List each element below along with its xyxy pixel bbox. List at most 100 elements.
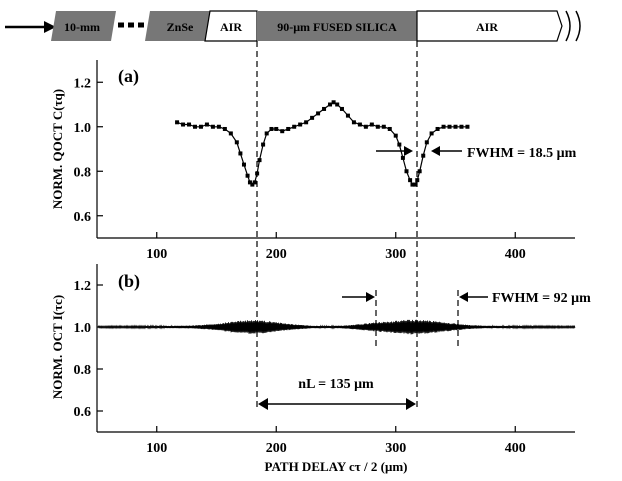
panel-b-interferogram xyxy=(97,319,576,335)
panel-a-data-point xyxy=(269,126,274,131)
panel-a-data-point xyxy=(404,169,409,174)
panel-a-ytick-label: 0.8 xyxy=(74,165,92,180)
panel-b-ticks: 100 200 300 400 0.6 0.8 1.0 1.2 xyxy=(74,279,526,456)
panel-a-ytick-label: 1.2 xyxy=(74,76,92,91)
segment-fused-silica xyxy=(257,11,417,41)
panel-a-data-point xyxy=(252,180,257,185)
panel-b-fwhm-markers xyxy=(342,290,488,350)
panel-a-data-point xyxy=(345,113,350,118)
panel-a-data-point xyxy=(393,133,398,138)
panel-b: 100 200 300 400 0.6 0.8 1.0 1.2 (b) NORM. OCT I… xyxy=(50,264,591,456)
panel-a-data-point xyxy=(387,126,392,131)
panel-a-data-point xyxy=(421,153,426,158)
panel-a-ticks: 100 200 300 400 0.6 0.8 1.0 1.2 xyxy=(74,76,526,262)
panel-a-data-point xyxy=(369,122,374,127)
panel-b-label: (b) xyxy=(118,271,140,292)
panel-a-data-point xyxy=(400,155,405,160)
segment-air-2 xyxy=(416,10,563,42)
break-mark xyxy=(565,10,581,42)
panel-b-ytick-label: 0.6 xyxy=(74,405,92,420)
panel-a-data-point xyxy=(363,124,368,129)
panel-a-data-point xyxy=(447,124,452,129)
panel-a-data-point xyxy=(331,100,336,105)
nl-annotation: nL = 135 μm xyxy=(298,377,374,392)
panel-a-data-point xyxy=(234,140,239,145)
panel-a-fwhm-annotation: FWHM = 18.5 μm xyxy=(467,146,577,161)
panel-a-data-point xyxy=(408,178,413,183)
panel-a-data-point xyxy=(187,122,192,127)
panel-a-data-point xyxy=(441,124,446,129)
panel-a-data-point xyxy=(250,182,255,187)
sample-schematic: 10-mm ZnSe AIR 90-μm FUSED SILICA AIR xyxy=(51,10,581,42)
panel-a-data-point xyxy=(453,124,458,129)
panel-a-data-point xyxy=(397,142,402,147)
panel-a-data-point xyxy=(274,126,279,131)
surface-guide-lines xyxy=(256,41,418,410)
panel-a-data-point xyxy=(192,124,197,129)
panel-a-data-point xyxy=(228,131,233,136)
panel-a-data-point xyxy=(292,124,297,129)
panel-a-data-point xyxy=(339,106,344,111)
panel-a-data-point xyxy=(210,124,215,129)
panel-b-data xyxy=(97,319,576,335)
panel-a-data-point xyxy=(241,162,246,167)
panel-a-data-point xyxy=(459,124,464,129)
nl-arrow xyxy=(258,398,416,410)
segment-label-10mm: 10-mm xyxy=(64,20,100,34)
incident-arrow xyxy=(5,21,56,33)
panel-a-data-point xyxy=(357,122,362,127)
panel-a-data-point xyxy=(198,124,203,129)
panel-a-data-point xyxy=(412,182,417,187)
panel-a-data-point xyxy=(465,124,470,129)
segment-label-fused-silica: 90-μm FUSED SILICA xyxy=(277,20,397,34)
panel-a-data-point xyxy=(245,173,250,178)
segment-10mm xyxy=(51,11,116,41)
panel-b-ylabel: NORM. OCT I(τc) xyxy=(50,295,65,399)
panel-a-data-point xyxy=(335,102,340,107)
segment-label-air-1: AIR xyxy=(220,20,242,34)
panel-a-data-point xyxy=(424,140,429,145)
panel-a-ytick-label: 0.6 xyxy=(74,210,92,225)
panel-a-data-point xyxy=(304,120,309,125)
panel-a-data-point xyxy=(417,169,422,174)
panel-a-data-point xyxy=(216,124,221,129)
segment-label-air-2: AIR xyxy=(476,20,498,34)
panel-a-data-point xyxy=(181,122,186,127)
panel-a-data xyxy=(175,100,470,187)
panel-b-xtick-label: 200 xyxy=(266,441,287,456)
panel-a-data-point xyxy=(238,151,243,156)
panel-b-xtick-label: 100 xyxy=(146,441,167,456)
panel-a-data-point xyxy=(261,142,266,147)
panel-a-data-point xyxy=(286,126,291,131)
panel-a-data-point xyxy=(415,178,420,183)
panel-a-data-point xyxy=(298,122,303,127)
panel-a-xtick-label: 100 xyxy=(146,247,167,262)
panel-a-data-point xyxy=(247,180,252,185)
panel-a: 100 200 300 400 0.6 0.8 1.0 1.2 (a) NORM. QOCT … xyxy=(50,60,577,262)
panel-b-ytick-label: 1.2 xyxy=(74,279,92,294)
panel-a-data-point xyxy=(175,120,180,125)
panel-a-data-point xyxy=(257,158,262,163)
panel-a-data-point xyxy=(351,120,356,125)
panel-a-label: (a) xyxy=(118,66,139,87)
panel-a-data-point xyxy=(328,102,333,107)
segment-label-znse: ZnSe xyxy=(167,20,194,34)
panel-a-ytick-label: 1.0 xyxy=(74,121,92,136)
segment-znse xyxy=(145,11,210,41)
panel-a-series-line xyxy=(176,101,468,186)
panel-a-data-point xyxy=(222,126,227,131)
panel-b-xtick-label: 400 xyxy=(505,441,526,456)
panel-b-ytick-label: 1.0 xyxy=(74,321,92,336)
panel-a-xtick-label: 300 xyxy=(385,247,406,262)
panel-a-fwhm-arrows xyxy=(376,146,462,156)
panel-a-data-point xyxy=(264,131,269,136)
panel-b-ytick-label: 0.8 xyxy=(74,363,92,378)
panel-a-data-point xyxy=(322,106,327,111)
panel-a-data-point xyxy=(310,115,315,120)
panel-a-data-point xyxy=(381,124,386,129)
panel-a-ylabel: NORM. QOCT C(τq) xyxy=(50,89,65,209)
x-axis-label: PATH DELAY cτ / 2 (μm) xyxy=(265,459,408,474)
panel-b-fwhm-annotation: FWHM = 92 μm xyxy=(492,291,591,306)
panel-a-data-point xyxy=(280,129,285,134)
